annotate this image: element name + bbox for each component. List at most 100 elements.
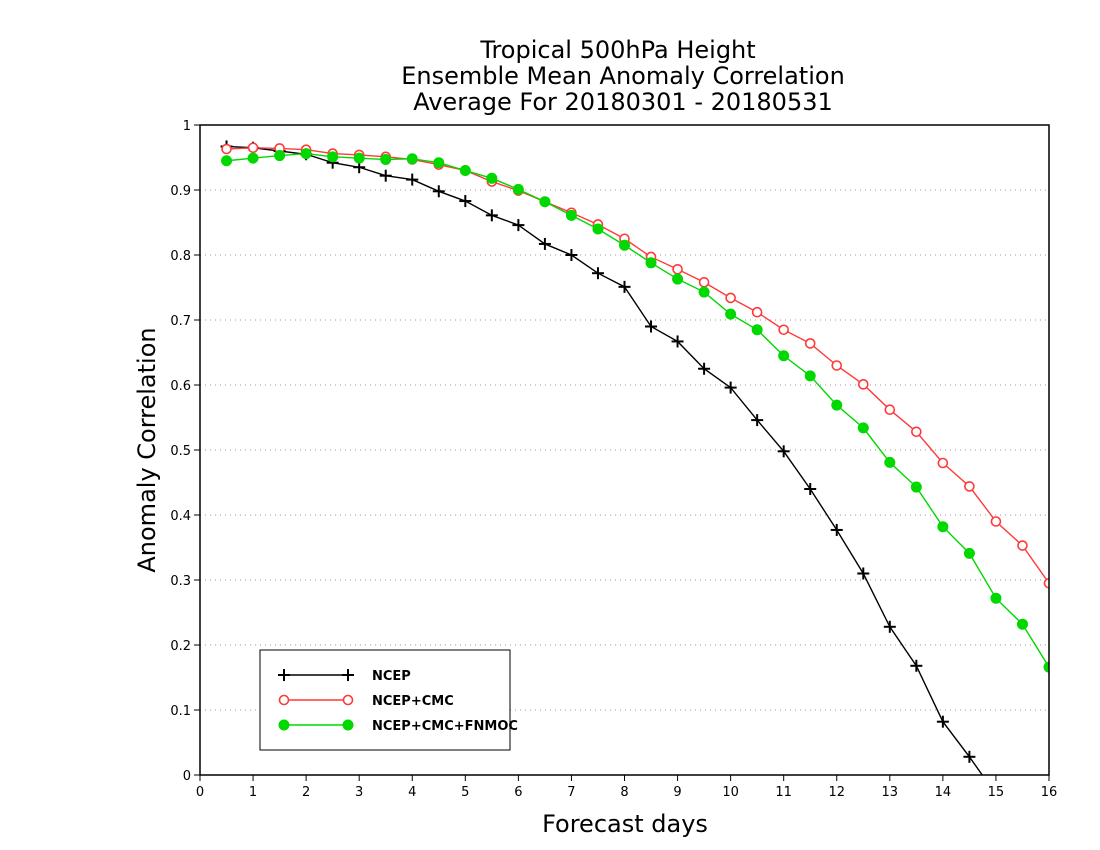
title-line-1: Tropical 500hPa Height (479, 36, 755, 64)
x-tick-label: 9 (673, 785, 681, 800)
data-point (857, 379, 869, 390)
data-point (592, 223, 604, 235)
data-point (672, 273, 684, 285)
data-point (278, 669, 290, 681)
series-2 (221, 142, 1049, 589)
data-point (512, 183, 524, 195)
data-point (698, 286, 710, 298)
data-point (459, 165, 471, 176)
data-point (751, 324, 763, 336)
data-point (512, 219, 525, 232)
legend-label: NCEP+CMC (372, 694, 454, 709)
y-axis-label: Anomaly Correlation (133, 327, 161, 572)
series-line (226, 147, 1049, 584)
y-tick-label: 0.8 (170, 249, 191, 264)
data-point (672, 263, 683, 275)
x-tick-label: 10 (722, 785, 739, 800)
legend-items: NCEP NCEP+CMC NCEP+CMC+FNMOC (278, 669, 518, 734)
data-point (342, 694, 354, 706)
y-tick-label: 0.6 (170, 379, 191, 394)
data-point (910, 481, 922, 493)
legend-label: NCEP+CMC+FNMOC (372, 719, 518, 734)
x-tick-label: 16 (1041, 785, 1058, 800)
data-point (778, 350, 790, 362)
data-point (406, 173, 419, 186)
data-point (937, 521, 949, 533)
data-point (830, 523, 843, 536)
data-point (990, 592, 1002, 604)
data-point (963, 547, 975, 559)
y-tick-label: 0.5 (170, 444, 191, 459)
data-point (857, 567, 870, 580)
data-point (1043, 577, 1049, 589)
data-point (857, 422, 869, 434)
data-point (1017, 540, 1028, 551)
data-point (831, 360, 843, 371)
data-point (777, 445, 790, 458)
data-point (804, 370, 816, 382)
data-point (278, 694, 290, 706)
data-point (618, 280, 631, 293)
data-point (380, 153, 392, 165)
data-point (432, 185, 445, 198)
data-point (539, 196, 551, 208)
data-point (884, 404, 896, 416)
data-point (751, 414, 764, 427)
data-point (937, 457, 949, 469)
data-point (911, 426, 922, 438)
title-line-2: Ensemble Mean Anomaly Correlation (401, 62, 845, 90)
data-point (804, 338, 816, 349)
data-point (990, 516, 1002, 527)
data-point (751, 306, 763, 318)
x-axis-label: Forecast days (542, 810, 708, 838)
data-point (883, 620, 896, 633)
y-tick-label: 0.3 (170, 574, 191, 589)
x-tick-label: 8 (620, 785, 628, 800)
data-point (327, 151, 339, 163)
data-point (804, 483, 817, 495)
data-point (379, 169, 392, 182)
data-point (342, 719, 354, 731)
y-tick-label: 0.1 (170, 704, 191, 719)
data-point (831, 399, 843, 411)
y-tick-label: 0.7 (170, 314, 191, 329)
data-point (698, 362, 711, 375)
data-point (778, 324, 789, 336)
data-point (459, 195, 472, 208)
x-tick-label: 3 (355, 785, 363, 800)
data-point (278, 719, 290, 731)
data-point (1016, 618, 1028, 630)
x-tick-label: 5 (461, 785, 469, 800)
x-tick-label: 11 (775, 785, 792, 800)
data-point (1043, 661, 1049, 673)
data-point (221, 143, 232, 155)
y-tick-label: 0.9 (170, 184, 191, 199)
y-tick-label: 0 (183, 769, 191, 784)
x-tick-label: 7 (567, 785, 575, 800)
x-tick-label: 14 (935, 785, 952, 800)
data-point (565, 249, 578, 261)
data-point (619, 239, 630, 251)
x-tick-label: 2 (302, 785, 310, 800)
data-point (698, 276, 710, 288)
data-point (565, 209, 577, 221)
data-point (300, 148, 312, 160)
data-point (538, 237, 551, 250)
x-tick-label: 0 (196, 785, 204, 800)
series-layer (220, 140, 1049, 775)
data-point (486, 172, 498, 184)
legend-item: NCEP+CMC (278, 694, 454, 709)
x-tick-label: 6 (514, 785, 522, 800)
data-point (591, 267, 604, 280)
x-tick-label: 15 (988, 785, 1005, 800)
data-point (353, 152, 365, 164)
data-point (724, 381, 737, 394)
title-line-3: Average For 20180301 - 20180531 (413, 88, 833, 116)
data-point (645, 257, 657, 269)
legend: NCEP NCEP+CMC NCEP+CMC+FNMOC (259, 649, 518, 751)
data-point (406, 153, 418, 165)
data-point (274, 150, 286, 162)
y-tick-label: 0.2 (170, 639, 191, 654)
legend-item: NCEP (278, 669, 411, 684)
